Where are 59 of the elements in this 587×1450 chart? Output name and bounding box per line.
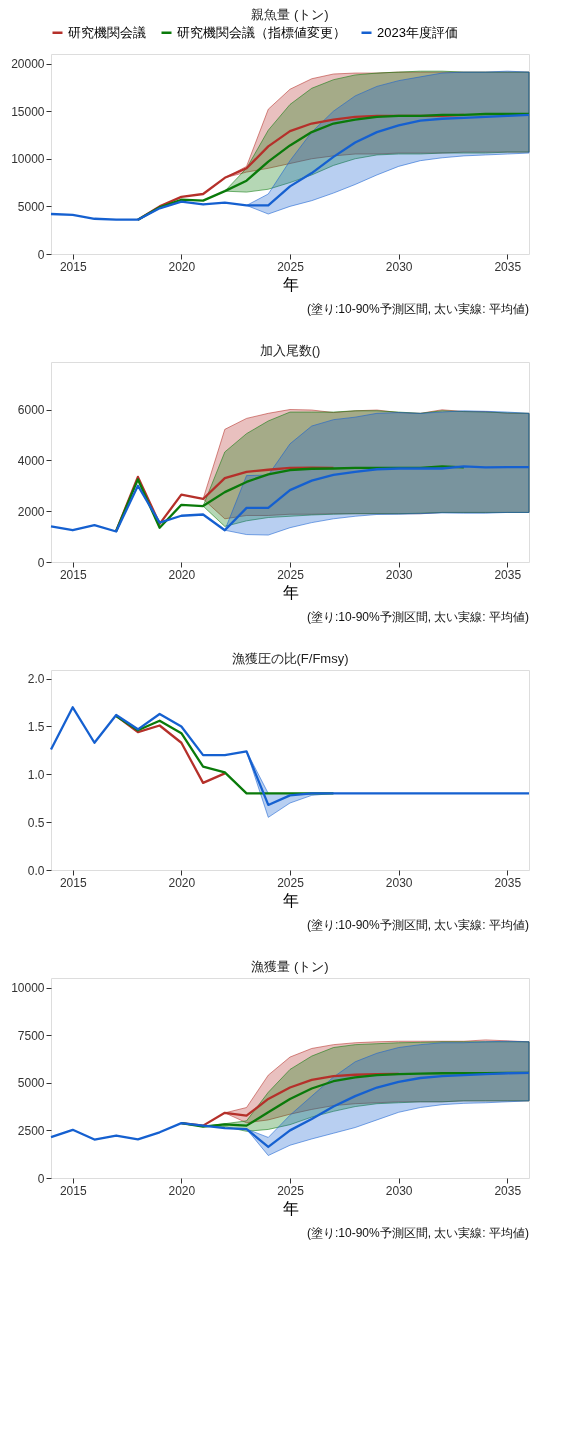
- x-tick-label: 2030: [385, 875, 413, 890]
- y-tick-label: 2000: [17, 504, 45, 519]
- x-tick-label: 2025: [277, 259, 305, 274]
- x-axis-title: 年: [282, 275, 299, 293]
- y-tick-label: 0: [37, 555, 45, 570]
- x-tick-label: 2015: [59, 1183, 87, 1198]
- x-axis-title: 年: [282, 1199, 299, 1217]
- y-tick-label: 10000: [11, 981, 45, 996]
- legend-label: 研究機関会議: [68, 24, 146, 40]
- x-tick-label: 2015: [59, 875, 87, 890]
- chart-title: 加入尾数(): [259, 343, 321, 358]
- y-tick-label: 10000: [11, 152, 45, 167]
- y-tick-label: 5000: [17, 199, 45, 214]
- y-tick-label: 4000: [17, 453, 45, 468]
- line-series: [136, 112, 531, 221]
- x-tick-label: 2020: [168, 875, 196, 890]
- x-axis-title: 年: [282, 583, 299, 601]
- y-tick-label: 2.0: [27, 672, 45, 687]
- text: (塗り:10-90%予測区間, 太い実線: 平均値): [306, 302, 529, 316]
- x-tick-label: 2015: [59, 259, 87, 274]
- line-series: [49, 113, 531, 221]
- x-tick-label: 2025: [277, 567, 305, 582]
- x-tick-label: 2025: [277, 875, 305, 890]
- line-series: [49, 465, 531, 533]
- x-tick-label: 2035: [494, 567, 522, 582]
- x-tick-label: 2020: [168, 567, 196, 582]
- x-axis-title: 年: [282, 891, 299, 909]
- x-tick-label: 2020: [168, 259, 196, 274]
- y-tick-label: 1.0: [27, 767, 45, 782]
- x-tick-label: 2030: [385, 259, 413, 274]
- y-tick-label: 0: [37, 1171, 45, 1186]
- y-tick-label: 6000: [17, 403, 45, 418]
- x-tick-label: 2020: [168, 1183, 196, 1198]
- x-tick-label: 2030: [385, 1183, 413, 1198]
- text: (塗り:10-90%予測区間, 太い実線: 平均値): [306, 1226, 529, 1240]
- legend-label: 2023年度評価: [377, 24, 458, 40]
- x-tick-label: 2035: [494, 259, 522, 274]
- text: (塗り:10-90%予測区間, 太い実線: 平均値): [306, 918, 529, 932]
- y-tick-label: 0.5: [27, 815, 45, 830]
- x-tick-label: 2030: [385, 567, 413, 582]
- y-tick-label: 0.0: [27, 863, 45, 878]
- y-tick-label: 2500: [17, 1123, 45, 1138]
- y-tick-label: 15000: [11, 104, 45, 119]
- text: (塗り:10-90%予測区間, 太い実線: 平均値): [306, 610, 529, 624]
- chart-title: 漁獲圧の比(F/Fmsy): [231, 651, 349, 666]
- y-tick-label: 5000: [17, 1076, 45, 1091]
- y-tick-label: 7500: [17, 1028, 45, 1043]
- x-tick-label: 2025: [277, 1183, 305, 1198]
- line-series: [49, 1071, 531, 1149]
- y-tick-label: 0: [37, 247, 45, 262]
- chart-title: 漁獲量 (トン): [251, 959, 329, 974]
- legend-label: 研究機関会議（指標値変更）: [177, 24, 346, 40]
- y-tick-label: 20000: [11, 57, 45, 72]
- x-tick-label: 2035: [494, 875, 522, 890]
- line-series: [49, 706, 531, 807]
- chart-title: 親魚量 (トン): [251, 7, 329, 22]
- x-tick-label: 2035: [494, 1183, 522, 1198]
- y-tick-label: 1.5: [27, 719, 45, 734]
- x-tick-label: 2015: [59, 567, 87, 582]
